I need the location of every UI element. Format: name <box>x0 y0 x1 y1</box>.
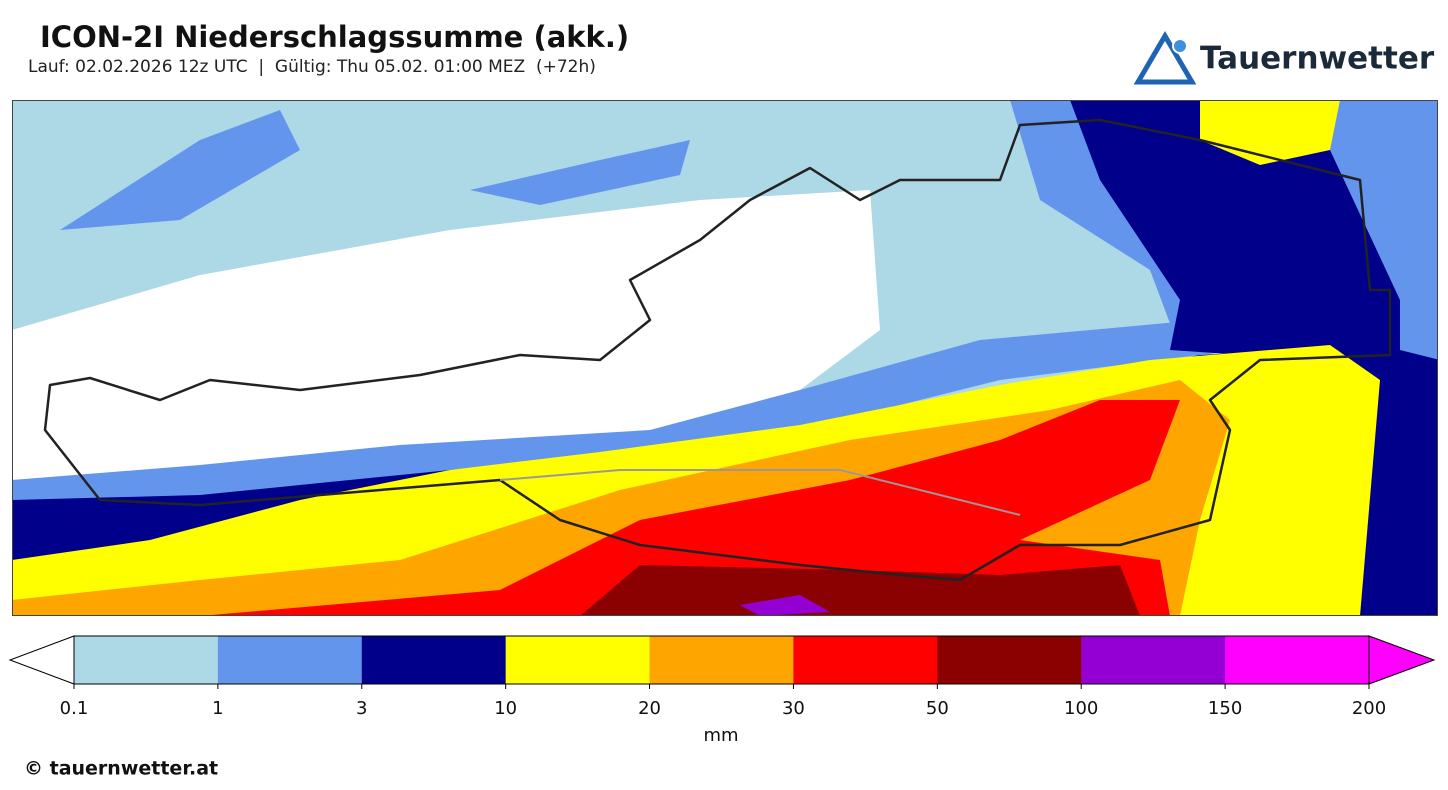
subtitle: Lauf: 02.02.2026 12z UTC | Gültig: Thu 0… <box>28 57 596 77</box>
colorbar-tick-label: 100 <box>1064 698 1098 719</box>
colorbar-tick-label: 150 <box>1208 698 1242 719</box>
colorbar-segment <box>937 636 1082 684</box>
map <box>12 100 1438 616</box>
logo-text: Tauernwetter <box>1200 41 1435 77</box>
colorbar-segment <box>74 636 219 684</box>
colorbar-segment <box>217 636 363 684</box>
logo-icon <box>1133 31 1197 85</box>
copyright: © tauernwetter.at <box>24 758 218 780</box>
colorbar: 0.1 1 3 10 20 30 50 100 150 200 <box>8 635 1436 719</box>
colorbar-segment <box>1225 636 1370 684</box>
colorbar-tick-label: 1 <box>212 698 223 719</box>
colorbar-segment <box>649 636 794 684</box>
title: ICON-2I Niederschlagssumme (akk.) <box>40 20 629 54</box>
colorbar-tick-label: 50 <box>926 698 949 719</box>
colorbar-tick-label: 0.1 <box>60 698 89 719</box>
colorbar-segment <box>505 636 651 684</box>
colorbar-segment <box>793 636 938 684</box>
colorbar-tick-label: 200 <box>1352 698 1386 719</box>
colorbar-tick-label: 30 <box>782 698 805 719</box>
colorbar-segment <box>361 636 507 684</box>
colorbar-under <box>8 635 75 685</box>
colorbar-tick-label: 10 <box>494 698 517 719</box>
colorbar-segment <box>1081 636 1226 684</box>
colorbar-over <box>1368 635 1436 685</box>
colorbar-frame <box>73 635 1370 685</box>
colorbar-tick-label: 3 <box>356 698 367 719</box>
colorbar-unit: mm <box>703 725 738 746</box>
colorbar-tick-label: 20 <box>638 698 661 719</box>
